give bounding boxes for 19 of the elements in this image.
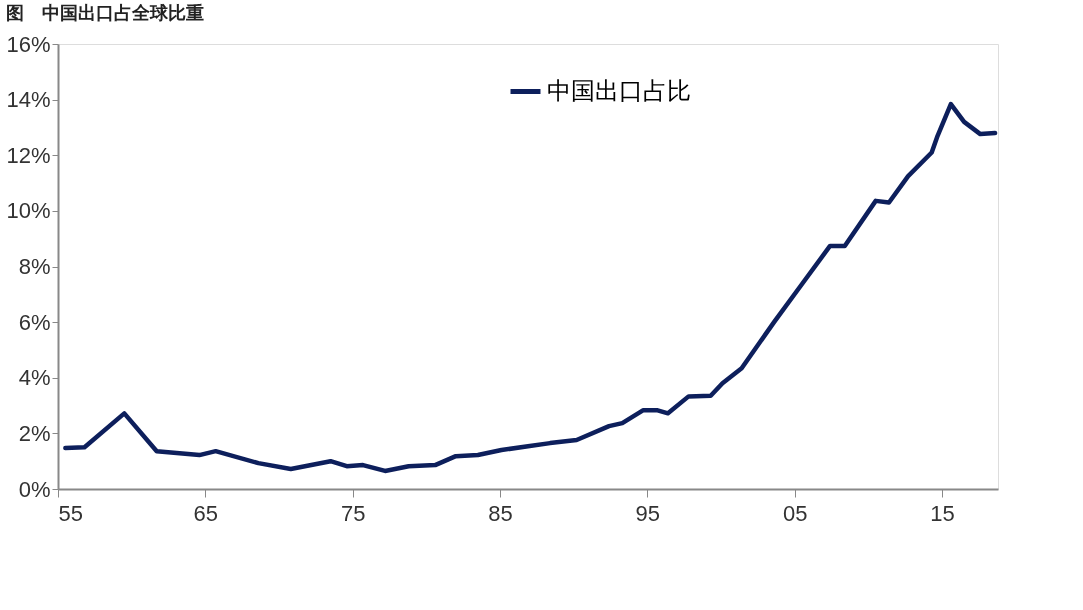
x-tick-label: 55 <box>58 500 83 526</box>
y-tick-label: 14% <box>6 87 51 113</box>
x-tick-label: 75 <box>340 500 366 526</box>
x-tick-label: 95 <box>635 500 661 526</box>
y-tick-label: 4% <box>18 365 51 391</box>
y-tick-label: 2% <box>18 420 51 446</box>
y-tick-label: 8% <box>18 254 51 279</box>
y-tick-label: 12% <box>6 142 51 168</box>
y-tick-label: 16% <box>6 31 51 57</box>
x-tick-label: 15 <box>930 500 955 526</box>
y-tick-label: 0% <box>18 476 51 502</box>
legend-label: 中国出口占比 <box>547 76 691 105</box>
chart-title: 图 中国出口占全球比重 <box>5 2 204 23</box>
y-tick-label: 6% <box>18 309 51 335</box>
line-series <box>63 101 998 474</box>
x-tick-label: 85 <box>488 500 513 526</box>
x-tick-label: 05 <box>782 500 808 526</box>
y-tick-label: 10% <box>6 198 51 224</box>
x-tick-label: 65 <box>193 500 219 526</box>
